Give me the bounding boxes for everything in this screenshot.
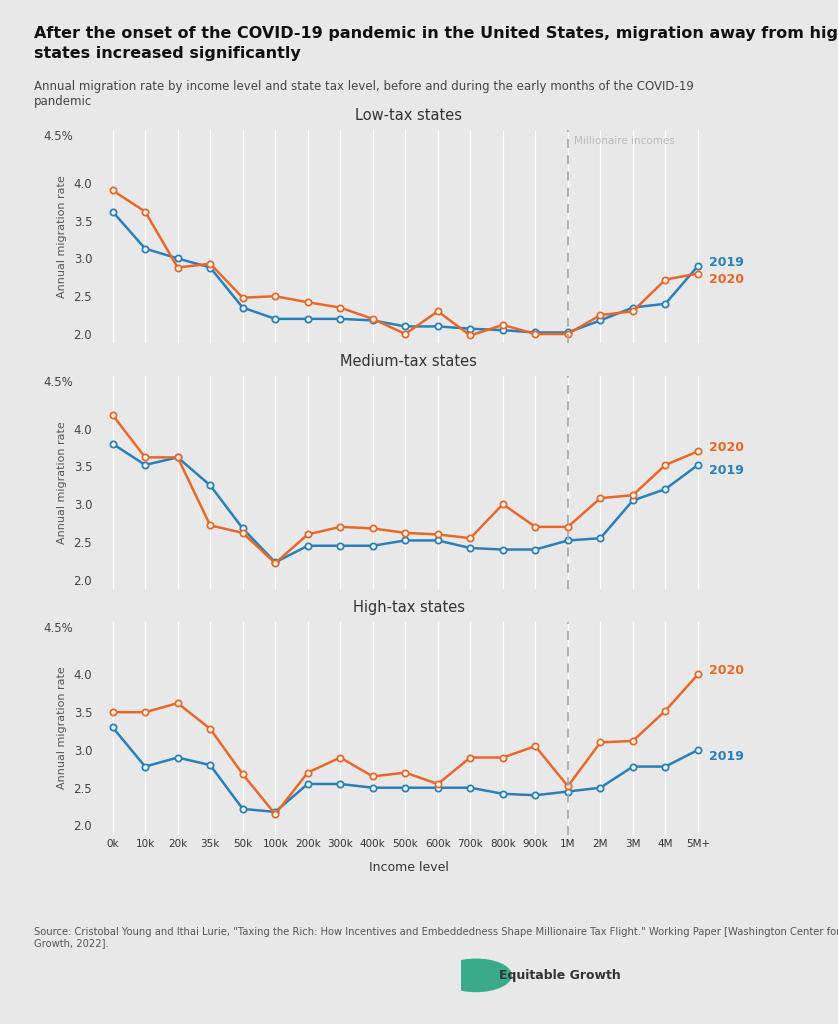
Text: Annual migration rate by income level and state tax level, before and during the: Annual migration rate by income level an… [34, 80, 693, 108]
Text: 4.5%: 4.5% [44, 130, 73, 143]
Text: 2019: 2019 [709, 465, 744, 477]
Text: 2019: 2019 [709, 750, 744, 763]
Text: Source: Cristobal Young and Ithai Lurie, "Taxing the Rich: How Incentives and Em: Source: Cristobal Young and Ithai Lurie,… [34, 927, 838, 948]
Y-axis label: Annual migration rate: Annual migration rate [57, 175, 67, 298]
Text: Millionaire incomes: Millionaire incomes [574, 136, 675, 146]
X-axis label: Income level: Income level [369, 860, 448, 873]
Title: High-tax states: High-tax states [353, 600, 464, 614]
Text: 4.5%: 4.5% [44, 376, 73, 389]
Title: Low-tax states: Low-tax states [355, 109, 462, 123]
Text: After the onset of the COVID-19 pandemic in the United States, migration away fr: After the onset of the COVID-19 pandemic… [34, 26, 838, 41]
Text: 2020: 2020 [709, 665, 744, 677]
Text: 2020: 2020 [709, 273, 744, 286]
Circle shape [441, 959, 511, 991]
Text: Equitable Growth: Equitable Growth [499, 969, 621, 982]
Text: 4.5%: 4.5% [44, 622, 73, 635]
Y-axis label: Annual migration rate: Annual migration rate [57, 421, 67, 544]
Text: 2020: 2020 [709, 441, 744, 454]
Text: states increased significantly: states increased significantly [34, 46, 300, 61]
Title: Medium-tax states: Medium-tax states [340, 354, 477, 369]
Y-axis label: Annual migration rate: Annual migration rate [57, 667, 67, 790]
Text: 2019: 2019 [709, 256, 744, 268]
